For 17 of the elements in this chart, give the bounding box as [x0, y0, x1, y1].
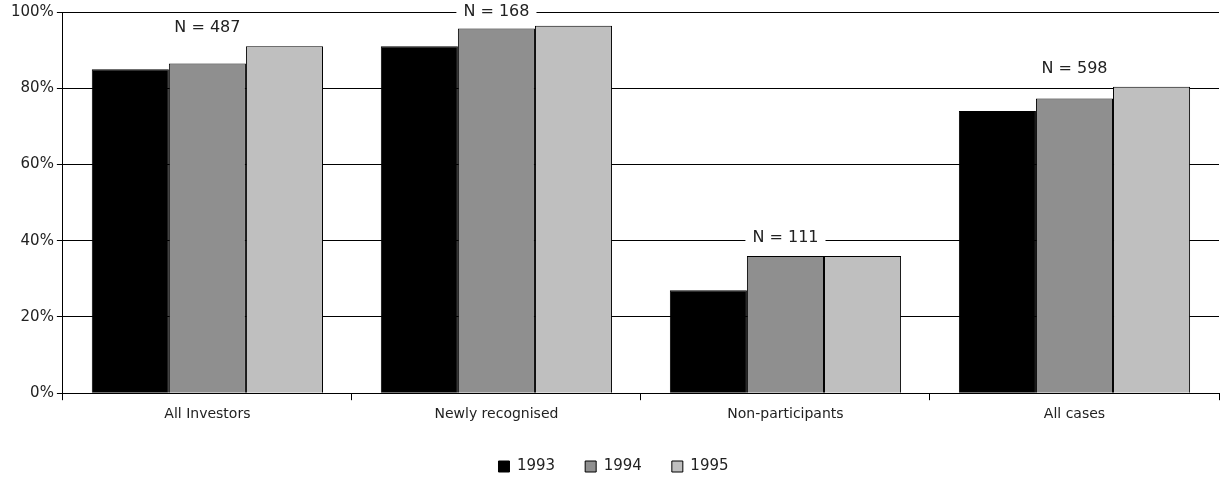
y-tick-label: 60% — [20, 154, 54, 173]
y-tick-label: 0% — [30, 383, 54, 402]
annotation: N = 168 — [463, 1, 530, 21]
y-tick-label: 20% — [20, 306, 54, 325]
y-tick-label: 40% — [20, 230, 54, 249]
legend-label: 1995 — [690, 456, 729, 475]
x-tick-label: All Investors — [164, 405, 251, 422]
x-tick-label: Non-participants — [727, 405, 844, 422]
annotation: N = 598 — [1041, 57, 1108, 77]
annotation: N = 111 — [752, 227, 819, 247]
legend-label: 1993 — [516, 456, 556, 475]
x-tick-label: All cases — [1043, 405, 1106, 422]
y-tick-label: 100% — [10, 1, 54, 20]
legend-label: 1994 — [603, 456, 642, 475]
y-tick-label: 80% — [20, 78, 54, 97]
annotation: N = 487 — [174, 17, 241, 37]
x-tick-label: Newly recognised — [434, 405, 559, 422]
